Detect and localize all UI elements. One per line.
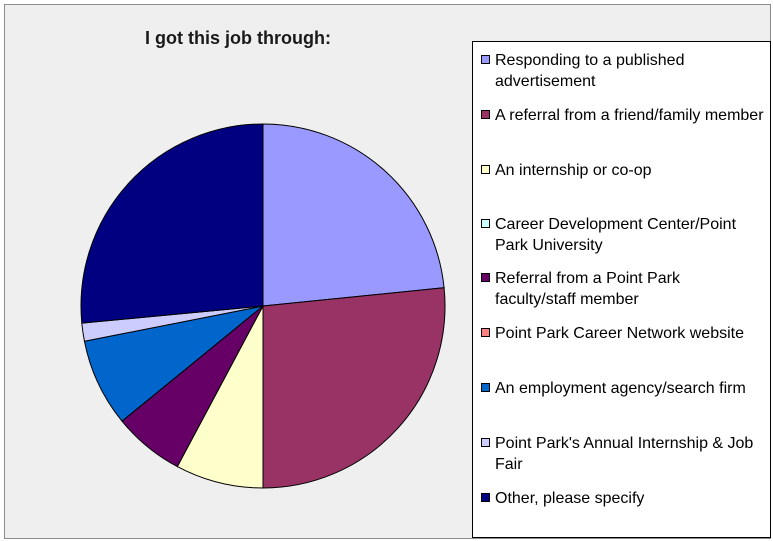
legend-label: A referral from a friend/family member <box>495 107 764 124</box>
legend-item: Other, please specify <box>481 488 765 509</box>
legend-item: An internship or co-op <box>481 160 765 181</box>
legend-swatch <box>481 219 490 228</box>
pie-chart <box>80 123 446 489</box>
legend-item: A referral from a friend/family member <box>481 105 765 126</box>
pie-slice <box>262 287 446 489</box>
legend-swatch <box>481 55 490 64</box>
legend-swatch <box>481 165 490 174</box>
legend-swatch <box>481 273 490 282</box>
legend-label: An internship or co-op <box>495 162 652 179</box>
legend-item: Responding to a published advertisement <box>481 50 765 92</box>
legend: Responding to a published advertisement A… <box>472 41 771 538</box>
pie-slice <box>80 123 264 324</box>
legend-label: Point Park's Annual Internship & Job Fai… <box>495 435 754 473</box>
legend-label: Responding to a published advertisement <box>495 52 685 90</box>
legend-label: Point Park Career Network website <box>495 325 744 342</box>
legend-swatch <box>481 110 490 119</box>
legend-label: Referral from a Point Park faculty/staff… <box>495 270 680 308</box>
legend-label: Career Development Center/Point Park Uni… <box>495 216 737 254</box>
legend-label: An employment agency/search firm <box>495 380 746 397</box>
legend-item: An employment agency/search firm <box>481 378 765 399</box>
legend-swatch <box>481 328 490 337</box>
legend-item: Referral from a Point Park faculty/staff… <box>481 268 765 310</box>
legend-swatch <box>481 493 490 502</box>
chart-title: I got this job through: <box>145 28 331 48</box>
legend-label: Other, please specify <box>495 490 645 507</box>
legend-swatch <box>481 438 490 447</box>
legend-swatch <box>481 383 490 392</box>
legend-item: Career Development Center/Point Park Uni… <box>481 214 765 256</box>
legend-item: Point Park Career Network website <box>481 323 765 344</box>
pie-slice <box>262 123 445 307</box>
legend-item: Point Park's Annual Internship & Job Fai… <box>481 433 765 475</box>
